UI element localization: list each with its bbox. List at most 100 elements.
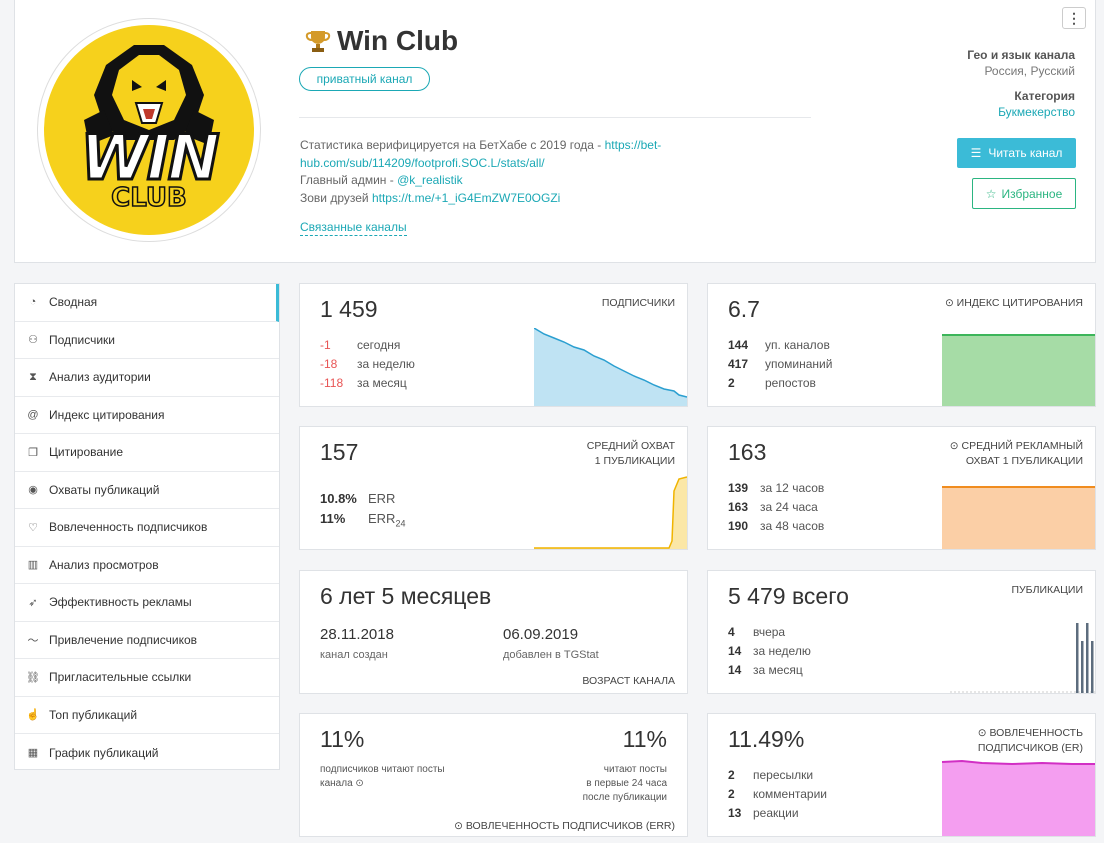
logo-text-club: CLUB bbox=[110, 182, 187, 214]
admin-link[interactable]: @k_realistik bbox=[397, 173, 463, 187]
stat-value: 14 bbox=[728, 644, 742, 658]
sidebar-item-label: Подписчики bbox=[49, 332, 116, 347]
desc-line1: Статистика верифицируется на БетХабе с 2… bbox=[300, 138, 605, 152]
stat-value: 4 bbox=[728, 625, 735, 639]
sidebar-item-citation-index[interactable]: @ Индекс цитирования bbox=[15, 397, 279, 434]
citation-index-card[interactable]: 6.7 ⊙ ИНДЕКС ЦИТИРОВАНИЯ 144 уп. каналов … bbox=[707, 283, 1096, 407]
sidebar-item-audience[interactable]: ⧗ Анализ аудитории bbox=[15, 359, 279, 397]
stat-value: 190 bbox=[728, 519, 749, 533]
geo-value: Россия, Русский bbox=[984, 64, 1075, 78]
invite-link[interactable]: https://t.me/+1_iG4EmZW7E0OGZi bbox=[371, 190, 561, 205]
sidebar-item-label: Пригласительные ссылки bbox=[49, 670, 192, 685]
er-title: ⊙ ВОВЛЕЧЕННОСТЬ ПОДПИСЧИКОВ (ER) bbox=[978, 726, 1083, 756]
posts-total: 5 479 всего bbox=[728, 583, 849, 610]
subscribers-title: ПОДПИСЧИКИ bbox=[601, 297, 675, 309]
posts-bar-chart bbox=[950, 623, 1095, 693]
err-left-value: 11% bbox=[320, 726, 365, 752]
sidebar-item-ads[interactable]: ➶ Эффективность рекламы bbox=[15, 584, 279, 622]
stat-row: 417 упоминаний bbox=[728, 357, 832, 371]
channel-age-card: 6 лет 5 месяцев 28.11.2018 канал создан … bbox=[299, 570, 688, 694]
err-right-label: читают посты в первые 24 часа после публ… bbox=[583, 763, 667, 805]
category-label: Категория bbox=[1014, 89, 1075, 103]
sidebar-item-views[interactable]: ▥ Анализ просмотров bbox=[15, 547, 279, 584]
gauge-icon: ◔ bbox=[29, 296, 37, 309]
stat-value: 14 bbox=[728, 663, 742, 677]
sidebar-item-engagement[interactable]: ♡ Вовлеченность подписчиков bbox=[15, 509, 279, 547]
err-right-value: 11% bbox=[622, 726, 667, 752]
reach-card[interactable]: 157 СРЕДНИЙ ОХВАТ 1 ПУБЛИКАЦИИ 10.8% ERR 1… bbox=[299, 426, 688, 550]
posts-total-value: 5 479 bbox=[728, 583, 786, 609]
er-value: 11.49% bbox=[728, 726, 805, 752]
created-label: канал создан bbox=[320, 649, 388, 661]
related-channels-link[interactable]: Связанные каналы bbox=[300, 220, 407, 236]
link-icon: ⛓ bbox=[26, 671, 40, 684]
favorite-label: Избранное bbox=[1001, 186, 1063, 201]
err24-label-text: ERR bbox=[368, 511, 396, 526]
hourglass-icon: ⧗ bbox=[29, 370, 37, 383]
err-card: 11% 11% подписчиков читают посты канала … bbox=[299, 713, 688, 837]
sidebar-item-invite-links[interactable]: ⛓ Пригласительные ссылки bbox=[15, 659, 279, 697]
read-channel-button[interactable]: ☰ Читать канал bbox=[957, 138, 1076, 168]
err-left-label-line2-text: канала bbox=[320, 778, 353, 789]
rocket-icon: ➶ bbox=[28, 596, 38, 609]
er-title-line1: ⊙ ВОВЛЕЧЕННОСТЬ bbox=[978, 726, 1083, 741]
sidebar-item-label: Индекс цитирования bbox=[49, 407, 165, 422]
stat-label: за неделю bbox=[357, 357, 415, 371]
err-row: 10.8% ERR bbox=[320, 491, 395, 506]
stat-value: -118 bbox=[320, 376, 344, 390]
err-left-label-line1: подписчиков читают посты bbox=[320, 764, 445, 775]
subscribers-card[interactable]: 1 459 ПОДПИСЧИКИ -1 сегодня -18 за неделю … bbox=[299, 283, 688, 407]
added-date: 06.09.2019 bbox=[503, 626, 579, 643]
posts-title: ПУБЛИКАЦИИ bbox=[1011, 584, 1083, 596]
divider bbox=[299, 117, 811, 118]
info-icon[interactable]: ⊙ bbox=[355, 778, 364, 789]
stat-row: 2 комментарии bbox=[728, 787, 827, 801]
sidebar-item-label: Эффективность рекламы bbox=[49, 595, 192, 610]
geo-label: Гео и язык канала bbox=[967, 48, 1075, 62]
stat-label: репостов bbox=[765, 376, 816, 390]
stat-value: 2 bbox=[728, 787, 735, 801]
stat-value: 417 bbox=[728, 357, 749, 371]
stat-value: 139 bbox=[728, 481, 749, 495]
sidebar-item-citation[interactable]: ❐ Цитирование bbox=[15, 434, 279, 472]
ad-reach-sparkline bbox=[942, 486, 1095, 549]
sidebar-item-schedule[interactable]: ▦ График публикаций bbox=[15, 734, 279, 772]
reach-sparkline bbox=[534, 476, 687, 549]
reach-title-line2: 1 ПУБЛИКАЦИИ bbox=[594, 455, 675, 467]
posts-card[interactable]: 5 479 всего ПУБЛИКАЦИИ 4 вчера 14 за недел… bbox=[707, 570, 1096, 694]
desc-line3: Зови друзей bbox=[300, 190, 372, 205]
stat-value: 2 bbox=[728, 768, 735, 782]
citation-index-title-text: ИНДЕКС ЦИТИРОВАНИЯ bbox=[956, 297, 1083, 309]
sidebar-item-summary[interactable]: ◔ Сводная bbox=[15, 284, 279, 322]
stat-value: 144 bbox=[728, 338, 749, 352]
stat-row: 2 репостов bbox=[728, 376, 816, 390]
category-link[interactable]: Букмекерство bbox=[998, 105, 1075, 119]
sidebar-item-label: График публикаций bbox=[49, 745, 159, 760]
sidebar-item-subscribers[interactable]: ⚇ Подписчики bbox=[15, 322, 279, 359]
stat-row: 139 за 12 часов bbox=[728, 481, 824, 495]
sidebar-item-label: Анализ просмотров bbox=[49, 557, 159, 572]
stat-value: -18 bbox=[320, 357, 338, 371]
at-icon: @ bbox=[27, 408, 39, 421]
err-left-label: подписчиков читают посты канала ⊙ bbox=[320, 763, 445, 791]
ad-reach-value: 163 bbox=[728, 439, 767, 465]
channel-title: Win Club bbox=[305, 25, 458, 57]
bethub-link[interactable]: https://bet-hub.com/sub/114209/footprofi… bbox=[300, 138, 662, 170]
sidebar-item-acquisition[interactable]: 〜 Привлечение подписчиков bbox=[15, 622, 279, 659]
citation-index-title: ⊙ ИНДЕКС ЦИТИРОВАНИЯ bbox=[945, 296, 1083, 311]
ad-reach-title-line1-text: СРЕДНИЙ РЕКЛАМНЫЙ bbox=[961, 440, 1083, 452]
added-label: добавлен в TGStat bbox=[503, 649, 599, 661]
sidebar-item-top-posts[interactable]: ☝ Топ публикаций bbox=[15, 697, 279, 734]
stat-label: за 12 часов bbox=[760, 481, 825, 495]
ad-reach-card[interactable]: 163 ⊙ СРЕДНИЙ РЕКЛАМНЫЙ ОХВАТ 1 ПУБЛИКАЦИ… bbox=[707, 426, 1096, 550]
stat-row: 190 за 48 часов bbox=[728, 519, 824, 533]
channel-age-value: 6 лет 5 месяцев bbox=[320, 583, 492, 609]
favorite-button[interactable]: ☆ Избранное bbox=[972, 178, 1076, 209]
sidebar-item-reach[interactable]: ◉ Охваты публикаций bbox=[15, 472, 279, 509]
more-options-button[interactable]: ⋮ bbox=[1062, 7, 1086, 29]
citation-index-value: 6.7 bbox=[728, 296, 760, 322]
err24-value: 11% bbox=[320, 511, 346, 526]
er-card[interactable]: 11.49% ⊙ ВОВЛЕЧЕННОСТЬ ПОДПИСЧИКОВ (ER) 2… bbox=[707, 713, 1096, 837]
stat-label: сегодня bbox=[357, 338, 401, 352]
ad-reach-title-line2: ОХВАТ 1 ПУБЛИКАЦИИ bbox=[965, 455, 1083, 467]
